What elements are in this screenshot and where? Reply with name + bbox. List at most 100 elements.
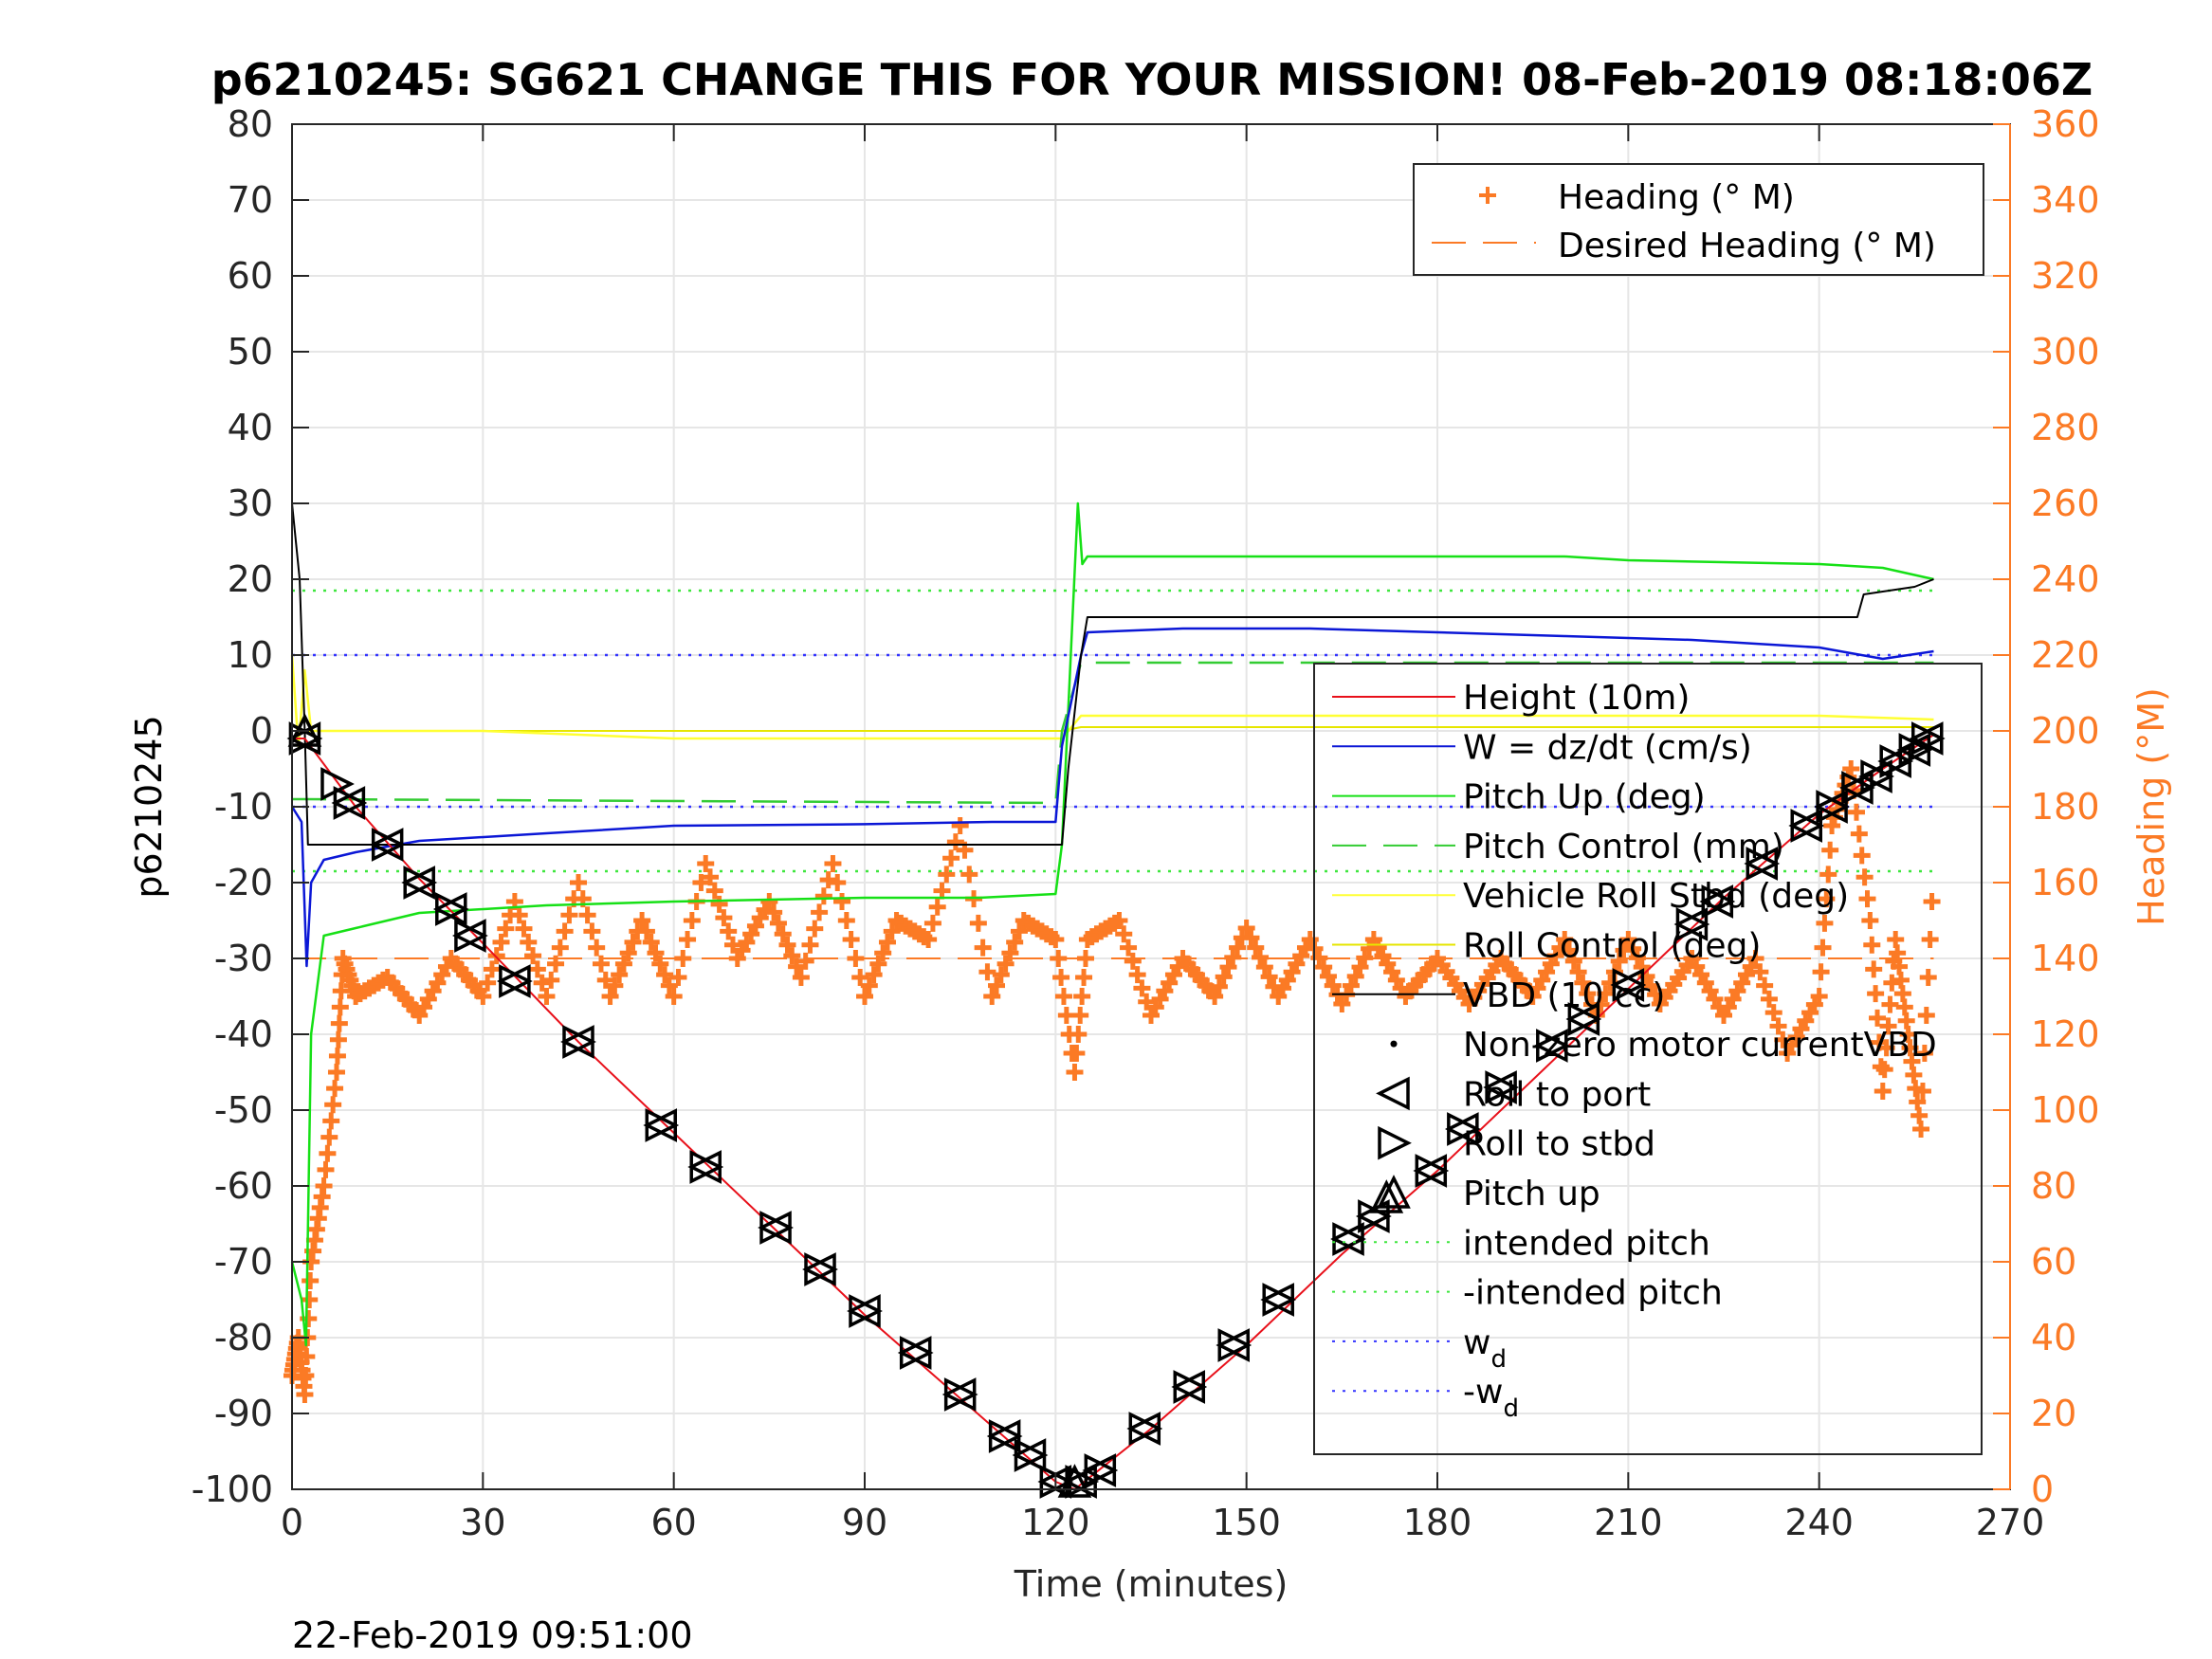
y-tick-label: 60 [228,255,273,297]
heading-point [601,988,619,1005]
heading-point [765,903,783,921]
heading-point [878,933,896,951]
heading-point [1206,988,1224,1005]
y-axis-right: 3603403203002802602402202001801601401201… [1993,103,2100,1510]
roll-to-stbd-marker [1860,759,1894,793]
y2-tick-label: 220 [2031,634,2100,676]
heading-point [778,936,796,954]
heading-point [1814,939,1832,957]
heading-point [715,909,733,927]
heading-point [1333,995,1351,1012]
legend-label-subscript: d [1503,1395,1519,1423]
x-tick-label: 210 [1594,1502,1663,1543]
y-tick-label: 30 [228,483,273,524]
heading-point [1883,974,1901,992]
y2-tick-label: 140 [2031,938,2100,979]
roll-to-stbd-marker [1675,907,1710,941]
heading-point [978,963,996,981]
heading-point [1210,977,1228,995]
heading-point [533,974,551,992]
roll-to-stbd-marker [1790,809,1825,843]
heading-point [328,1047,346,1065]
x-tick-label: 30 [460,1502,505,1543]
heading-point [1821,841,1839,859]
heading-point [547,955,565,973]
x-tick-label: 120 [1021,1502,1090,1543]
heading-point [1556,931,1574,948]
heading-point [1050,950,1068,967]
heading-point [1351,958,1369,976]
heading-point [1319,967,1337,985]
legend-swatch-marker [1378,1125,1412,1160]
pitch-control-line [292,661,1934,805]
x-tick-label: 240 [1784,1502,1854,1543]
vehicle-roll-line [290,654,1934,748]
heading-point [528,960,546,978]
heading-point [869,955,887,973]
legend-label: VBD (10 cc) [1463,976,1665,1015]
heading-point [1921,931,1939,948]
heading-point [637,922,655,940]
y-tick-label: -90 [214,1393,273,1434]
y2-tick-label: 120 [2031,1013,2100,1055]
heading-point [326,1080,344,1098]
legend-swatch-dot [1390,1040,1398,1048]
heading-point [1816,914,1834,932]
y-tick-label: 50 [228,331,273,373]
heading-point [1746,950,1764,967]
heading-point [1110,912,1128,929]
roll-to-stbd-marker [1262,1283,1297,1317]
heading-point [1853,847,1871,865]
heading-point [1858,890,1876,908]
heading-point [1610,952,1628,970]
heading-point [1774,1030,1792,1048]
heading-point [1842,760,1860,777]
heading-point [710,895,728,913]
heading-point [583,922,601,940]
y-tick-label: -100 [192,1468,273,1510]
heading-point [1071,1007,1089,1024]
roll-to-stbd-marker [1014,1438,1049,1472]
heading-point [842,931,860,948]
roll-to-stbd-marker [943,1377,978,1412]
heading-point [824,855,842,872]
heading-point [1863,936,1881,954]
heading-point [492,933,510,951]
heading-point [1869,1009,1887,1027]
heading-point [1751,963,1769,981]
heading-point [720,922,738,940]
y2-tick-label: 340 [2031,179,2100,221]
y2-tick-label: 280 [2031,407,2100,448]
heading-point [329,1030,347,1048]
heading-point [556,922,574,940]
roll-to-stbd-marker [759,1211,794,1245]
heading-point [1769,1017,1787,1035]
y2-tick-label: 60 [2031,1241,2076,1283]
heading-point [1764,1004,1782,1022]
heading-point [1810,988,1828,1005]
legend-swatch-marker [1376,1076,1410,1111]
heading-point [647,944,665,962]
heading-point [1913,1083,1931,1100]
heading-point [1054,988,1072,1005]
roll-to-stbd-marker [1217,1328,1252,1362]
heading-point [619,944,637,962]
heading-point [946,833,964,851]
heading-point [1861,912,1879,929]
heading-point [1923,893,1941,910]
heading-point [1574,974,1592,992]
heading-point [1812,963,1830,981]
heading-point [674,950,692,967]
heading-point [324,1096,342,1114]
heading-point [1324,976,1342,994]
heading-point [960,866,978,884]
heading-point [611,966,629,984]
heading-point [769,914,787,932]
roll-to-stbd-marker [1173,1370,1208,1404]
pitch-up-marker [1369,1179,1404,1213]
heading-point [515,920,533,938]
roll-to-stbd-marker [899,1336,934,1370]
heading-point [327,1064,345,1081]
heading-point [297,1367,315,1384]
